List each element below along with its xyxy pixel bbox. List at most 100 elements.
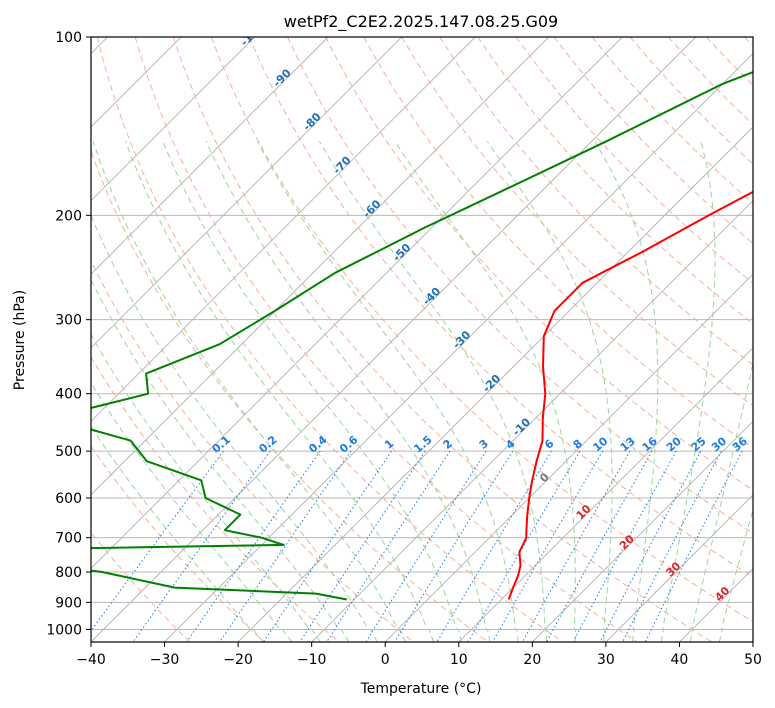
dry-adiabat-line: [667, 37, 753, 126]
dry-adiabat-line: [91, 531, 191, 642]
temperature-profile-line: [507, 190, 753, 600]
x-tick-label: −30: [150, 652, 180, 668]
dry-adiabat-line: [287, 37, 753, 534]
moist-adiabat-line: [318, 141, 547, 642]
moist-adiabat-line: [718, 507, 753, 642]
axes: −40 −30 −20 −10 0 10 20 30 40 5010020030040050060…: [46, 30, 762, 668]
dry-adiabat-label: 10: [574, 502, 594, 522]
dry-adiabat-line: [744, 37, 753, 47]
dry-adiabat-label: -30: [450, 328, 473, 351]
isotherm-line: [91, 37, 403, 349]
y-tick-label: 500: [55, 444, 82, 460]
mixing-ratio-label: 1.5: [411, 433, 434, 455]
mixing-ratio-label: 8: [571, 437, 585, 452]
mixing-ratio-line: [186, 450, 321, 642]
dry-adiabat-label: -70: [330, 154, 353, 177]
dry-adiabat-line: [477, 37, 753, 325]
moist-adiabat-line: [91, 425, 264, 642]
mixing-ratio-label: 0.1: [210, 433, 233, 455]
mixing-ratio-label: 0.4: [306, 433, 330, 456]
mixing-ratio-line: [622, 450, 722, 642]
moist-adiabat-line: [394, 141, 577, 642]
moist-adiabat-line: [205, 141, 491, 642]
isotherm-line: [164, 52, 753, 642]
mixing-ratio-line: [492, 450, 604, 642]
mixing-ratio-line: [326, 450, 451, 642]
moist-adiabat-line: [91, 333, 321, 642]
isotherm-line: [752, 641, 753, 642]
mixing-ratio-line: [644, 450, 743, 642]
dry-adiabat-label: -10: [510, 415, 533, 438]
mixing-ratio-line: [599, 450, 702, 642]
mixing-ratio-line: [263, 450, 392, 642]
x-tick-label: 40: [671, 652, 689, 668]
mixing-ratio-label: 0.6: [337, 433, 361, 456]
isotherm-line: [458, 347, 753, 642]
plot-area: 0.1 0.2 0.4 0.6 1 1.5 2 3 4 6 8 10 13 16 20 25 30 36-100-…: [91, 20, 753, 642]
mixing-ratio-line: [467, 450, 581, 642]
dry-adiabat-line: [325, 37, 753, 491]
isotherm-line: [91, 37, 623, 570]
y-tick-label: 200: [55, 208, 82, 224]
mixing-ratio-label: 4: [503, 437, 517, 452]
dry-adiabat-line: [96, 37, 563, 642]
moist-adiabat-line: [660, 141, 716, 642]
x-tick-label: 50: [744, 652, 762, 668]
isotherm-line: [91, 37, 697, 642]
dry-adiabat-label: -90: [271, 66, 294, 89]
isotherm-line: [531, 420, 753, 642]
y-tick-label: 700: [55, 531, 82, 547]
dry-adiabat-line: [91, 259, 414, 642]
moist-adiabat-line: [257, 141, 519, 642]
dewpoint-profile-line: [91, 70, 753, 601]
mixing-ratio-label: 2: [441, 437, 455, 452]
mixing-ratio-line: [299, 450, 426, 642]
dry-adiabat-label: -40: [420, 284, 443, 307]
mixing-ratio-line: [436, 450, 552, 642]
isotherm-line: [605, 494, 753, 642]
x-axis-label: Temperature (°C): [360, 681, 482, 697]
dry-adiabat-line: [172, 37, 713, 642]
dry-adiabat-line: [91, 356, 340, 642]
moist-adiabat-line: [689, 360, 753, 642]
y-axis-label: Pressure (hPa): [12, 290, 28, 390]
y-tick-label: 300: [55, 313, 82, 329]
y-tick-label: 100: [55, 30, 82, 46]
dry-adiabat-line: [134, 37, 638, 642]
dry-adiabat-label: -60: [360, 197, 383, 220]
dry-adiabat-line: [91, 445, 265, 642]
isotherm-line: [679, 567, 753, 642]
moist-adiabat-line: [91, 381, 293, 642]
dry-adiabat-line: [248, 37, 753, 578]
moist-adiabat-line: [594, 141, 659, 642]
moist-adiabat-line: [91, 278, 350, 642]
mixing-ratio-label: 6: [542, 437, 556, 452]
x-tick-label: 10: [450, 652, 468, 668]
mixing-ratio-line: [572, 450, 677, 642]
x-tick-label: 0: [381, 652, 390, 668]
dry-adiabat-label: -20: [480, 372, 503, 395]
dry-adiabat-label: 40: [712, 584, 732, 604]
y-tick-label: 600: [55, 491, 82, 507]
mixing-ratio-label: 3: [477, 437, 491, 452]
mixing-ratio-line: [219, 450, 352, 642]
y-tick-label: 900: [55, 595, 82, 611]
dry-adiabat-label: 20: [617, 532, 637, 552]
isotherm-line: [91, 37, 329, 275]
y-tick-label: 1000: [46, 622, 82, 638]
y-tick-label: 800: [55, 565, 82, 581]
dry-adiabat-line: [439, 37, 753, 366]
isotherm-line: [384, 273, 753, 642]
mixing-ratio-line: [394, 450, 514, 642]
moist-adiabat-line: [92, 141, 406, 642]
dry-adiabat-label: -100: [238, 20, 267, 49]
mixing-ratio-line: [546, 450, 653, 642]
moist-adiabat-line: [91, 214, 378, 642]
dry-adiabat-line: [210, 37, 753, 623]
x-tick-label: −40: [76, 652, 106, 668]
plot-frame: [90, 36, 754, 643]
dry-adiabat-line: [705, 37, 753, 86]
x-tick-label: −10: [297, 652, 327, 668]
mixing-ratio-line: [91, 450, 224, 632]
